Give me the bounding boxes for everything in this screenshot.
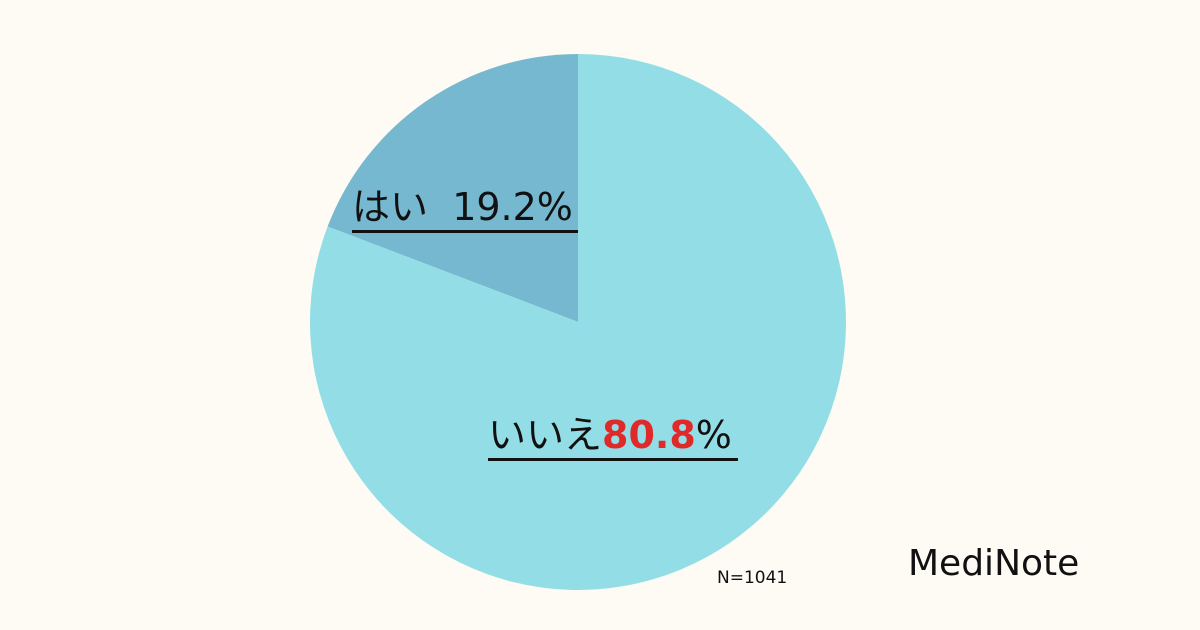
slice-label-no-name: いいえ (488, 413, 603, 457)
slice-label-no: いいえ80.8% (488, 416, 738, 461)
pie-slice-no (309, 54, 846, 590)
slice-label-no-unit: % (695, 413, 732, 457)
brand-logo: MediNote (908, 543, 1080, 584)
sample-size-note: N=1041 (717, 568, 788, 588)
slice-label-no-value: 80.8 (602, 413, 696, 457)
slice-label-yes-value: 19.2 (452, 185, 537, 229)
slice-label-yes: はい 19.2% (352, 188, 578, 233)
slice-label-yes-name: はい (352, 185, 429, 229)
slice-label-yes-unit: % (536, 185, 573, 229)
pie-slice-yes (327, 54, 578, 322)
